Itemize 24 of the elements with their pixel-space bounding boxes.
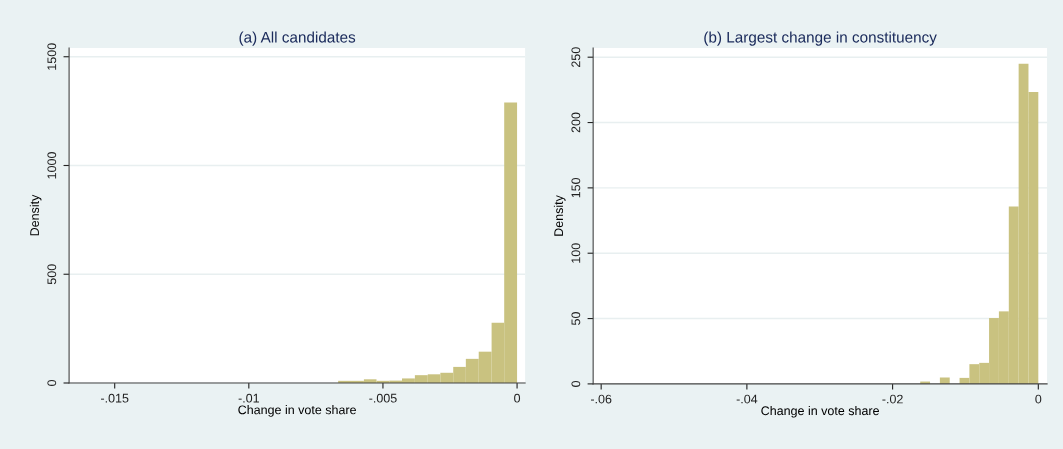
y-axis-title: Density xyxy=(29,194,42,236)
x-tick-label: 0 xyxy=(1035,394,1042,404)
y-tick-label: 50 xyxy=(571,312,581,326)
x-tick-label: -.01 xyxy=(238,393,259,403)
y-tick-label: 250 xyxy=(571,47,581,67)
x-axis-title: Change in vote share xyxy=(238,405,356,417)
y-tick-label: 0 xyxy=(571,380,581,387)
y-tick-label: 1000 xyxy=(47,152,57,179)
chart-title: (a) All candidates xyxy=(239,31,356,46)
y-tick-label: 200 xyxy=(571,112,581,133)
y-tick-label: 500 xyxy=(47,264,57,285)
y-axis-title: Density xyxy=(553,195,566,236)
x-tick-label: -.06 xyxy=(590,394,612,404)
y-tick-label: 1500 xyxy=(47,43,57,70)
x-tick-label: -.02 xyxy=(882,394,903,404)
y-tick-label: 150 xyxy=(571,177,581,198)
y-tick-label: 100 xyxy=(571,243,581,263)
x-tick-label: -.005 xyxy=(369,393,397,403)
x-tick-label: -.015 xyxy=(101,393,129,403)
y-tick-label: 0 xyxy=(47,380,57,386)
x-tick-label: -.04 xyxy=(736,394,758,404)
x-axis-title: Change in vote share xyxy=(761,405,879,418)
x-tick-label: 0 xyxy=(514,393,521,403)
chart-title: (b) Largest change in constituency xyxy=(704,31,937,46)
